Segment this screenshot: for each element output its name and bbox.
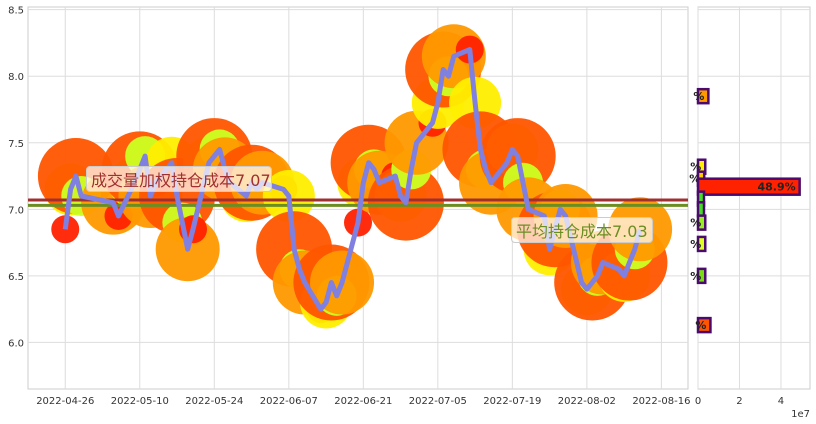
label-avg-cost: 平均持仓成本7.03 xyxy=(511,217,653,243)
x-tick-label: 2 xyxy=(736,396,742,407)
volume-bar xyxy=(696,201,706,218)
x-tick-label: 2022-08-16 xyxy=(632,396,690,407)
volume-bar-label: % xyxy=(689,173,700,186)
y-tick-label: 7.5 xyxy=(8,139,24,150)
x-offset-label: 1e7 xyxy=(791,409,810,420)
y-tick-label: 6.0 xyxy=(8,338,24,349)
x-tick-label: 4 xyxy=(778,396,784,407)
x-tick-label: 2022-05-10 xyxy=(111,396,169,407)
volume-bar xyxy=(696,235,707,253)
volume-bar xyxy=(696,316,712,334)
x-tick-label: 0 xyxy=(695,396,701,407)
label-vwap: 成交量加权持仓成本7.07 xyxy=(86,166,272,192)
volume-bar-label: % xyxy=(690,238,701,251)
volume-panel xyxy=(697,6,811,390)
x-tick-label: 2022-06-07 xyxy=(260,396,318,407)
y-tick-label: 8.0 xyxy=(8,72,24,83)
volume-bar xyxy=(696,267,707,285)
volume-bar-label: 48.9% xyxy=(757,181,795,194)
x-tick-label: 2022-04-26 xyxy=(36,396,94,407)
volume-bar-label: % xyxy=(690,270,701,283)
x-tick-label: 2022-07-05 xyxy=(409,396,467,407)
y-tick-label: 8.5 xyxy=(8,6,24,17)
volume-bar xyxy=(696,177,801,196)
volume-bar-label: % xyxy=(693,90,704,103)
y-tick-label: 7.0 xyxy=(8,205,24,216)
volume-bar-label: % xyxy=(690,217,701,230)
volume-bar-label: % xyxy=(695,319,706,332)
volume-bar-label: % xyxy=(690,161,701,174)
x-tick-label: 2022-05-24 xyxy=(185,396,243,407)
volume-bar xyxy=(696,87,710,105)
y-tick-label: 6.5 xyxy=(8,272,24,283)
x-tick-label: 2022-06-21 xyxy=(334,396,392,407)
x-tick-label: 2022-07-19 xyxy=(483,396,541,407)
x-tick-label: 2022-08-02 xyxy=(558,396,616,407)
volume-bar xyxy=(696,214,707,231)
